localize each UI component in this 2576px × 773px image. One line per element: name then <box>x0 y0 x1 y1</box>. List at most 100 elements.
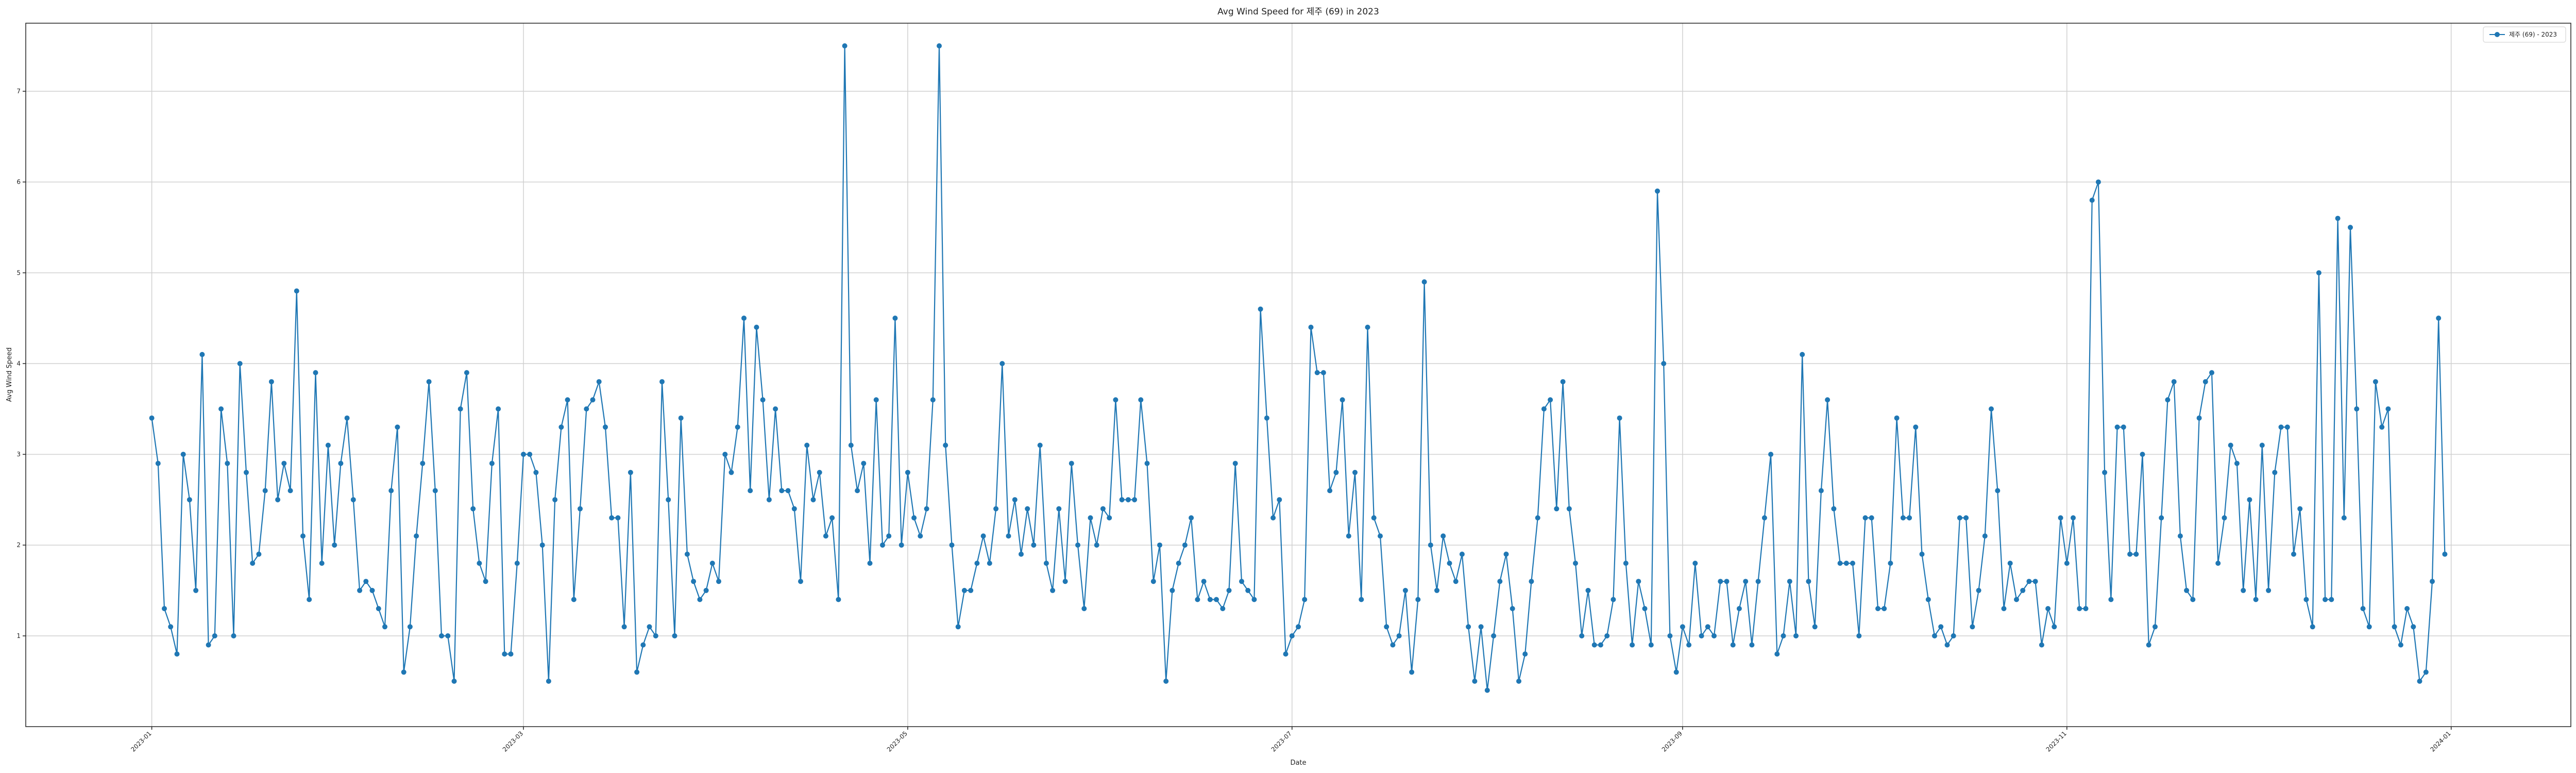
data-point <box>414 533 419 539</box>
data-point <box>1837 561 1843 566</box>
data-point <box>407 624 413 630</box>
data-point <box>836 597 841 602</box>
data-point <box>237 361 243 366</box>
data-point <box>1378 533 1383 539</box>
data-point <box>1226 587 1232 593</box>
data-point <box>420 461 426 466</box>
data-point <box>1730 642 1736 648</box>
data-point <box>634 669 640 675</box>
data-point <box>268 379 274 384</box>
data-point <box>1100 506 1106 512</box>
data-point <box>363 579 369 584</box>
data-point <box>199 351 205 357</box>
data-point <box>388 488 394 494</box>
data-point <box>1667 633 1673 638</box>
data-point <box>1787 579 1792 584</box>
data-point <box>539 542 545 548</box>
data-point <box>703 587 709 593</box>
data-point <box>1402 587 1408 593</box>
data-point <box>817 469 822 475</box>
data-point <box>855 488 860 494</box>
data-point <box>325 443 331 448</box>
data-point <box>1163 678 1169 684</box>
data-point <box>1220 606 1226 611</box>
chart-title: Avg Wind Speed for 제주 (69) in 2023 <box>1217 7 1379 17</box>
data-point <box>987 561 992 566</box>
data-point <box>2215 561 2221 566</box>
data-point <box>1957 515 1962 520</box>
data-point <box>955 624 961 630</box>
data-point <box>1056 506 1062 512</box>
data-point <box>1062 579 1068 584</box>
data-point <box>231 633 236 638</box>
data-point <box>2095 179 2101 185</box>
data-point <box>1283 651 1289 657</box>
y-tick-label: 6 <box>16 178 21 186</box>
data-point <box>861 461 867 466</box>
data-point <box>1579 633 1585 638</box>
data-point <box>1396 633 1402 638</box>
data-point <box>1371 515 1377 520</box>
data-point <box>2032 579 2038 584</box>
legend-box <box>2483 26 2566 43</box>
plot-frame <box>25 23 2571 727</box>
data-point <box>1781 633 1786 638</box>
y-tick-label: 1 <box>16 632 21 640</box>
data-point <box>766 497 772 502</box>
data-point <box>1724 579 1730 584</box>
data-point <box>168 624 174 630</box>
data-point <box>1692 561 1698 566</box>
data-point <box>401 669 406 675</box>
data-point <box>640 642 646 648</box>
data-point <box>1327 488 1333 494</box>
data-point <box>1459 551 1465 557</box>
data-point <box>300 533 306 539</box>
data-point <box>804 443 810 448</box>
data-point <box>1075 542 1080 548</box>
data-point <box>218 406 224 412</box>
data-point <box>1144 461 1150 466</box>
data-point <box>1258 306 1263 312</box>
data-point <box>212 633 217 638</box>
data-point <box>1340 397 1345 402</box>
data-point <box>2228 443 2233 448</box>
data-point <box>1806 579 1811 584</box>
data-point <box>1484 687 1490 693</box>
data-point <box>1434 587 1439 593</box>
data-point <box>2291 551 2296 557</box>
data-point <box>1189 515 1194 520</box>
data-point <box>2001 606 2007 611</box>
data-point <box>2241 587 2246 593</box>
data-point <box>2026 579 2032 584</box>
data-point <box>1711 633 1717 638</box>
data-point <box>911 515 917 520</box>
data-point <box>1529 579 1534 584</box>
data-point <box>1453 579 1459 584</box>
data-point <box>1447 561 1452 566</box>
data-point <box>451 678 457 684</box>
data-point <box>1239 579 1244 584</box>
data-point <box>294 288 299 294</box>
data-point <box>1428 542 1433 548</box>
data-point <box>376 606 381 611</box>
data-point <box>2064 561 2070 566</box>
y-tick-label: 7 <box>16 88 21 95</box>
data-point <box>691 579 697 584</box>
data-point <box>2234 461 2240 466</box>
data-point <box>2354 406 2360 412</box>
data-point <box>1541 406 1547 412</box>
data-point <box>2372 379 2378 384</box>
data-point <box>1069 461 1074 466</box>
data-point <box>867 561 873 566</box>
data-point <box>2417 678 2422 684</box>
data-point <box>596 379 602 384</box>
data-point <box>1440 533 1446 539</box>
grid <box>26 23 2571 727</box>
data-point <box>1094 542 1099 548</box>
data-point <box>760 397 766 402</box>
data-point <box>552 497 558 502</box>
data-point <box>684 551 690 557</box>
data-point <box>2184 587 2190 593</box>
data-point <box>1195 597 1200 602</box>
data-point <box>1655 188 1660 194</box>
